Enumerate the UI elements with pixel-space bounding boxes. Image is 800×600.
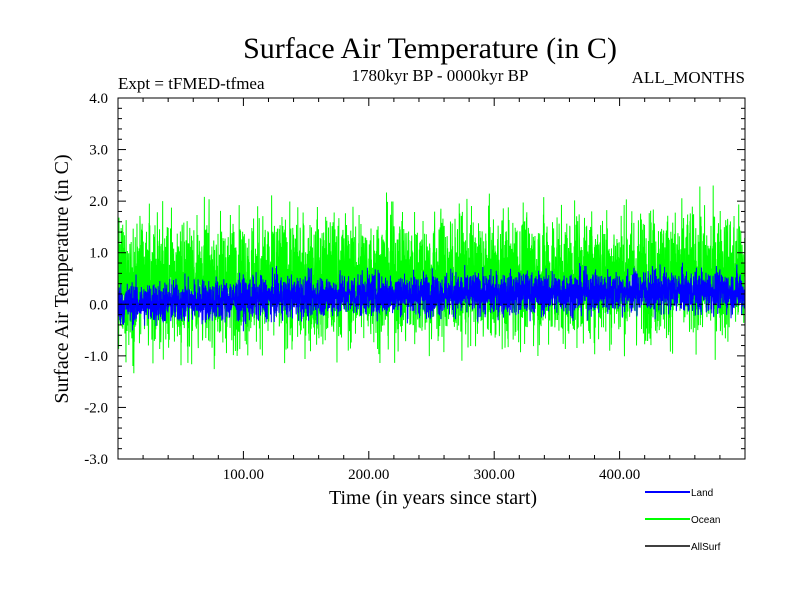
x-tick-label: 400.00: [599, 467, 640, 483]
land-series-line: [117, 185, 746, 374]
experiment-label: Expt = tFMED-tfmea: [118, 74, 265, 93]
y-tick-label: -3.0: [84, 452, 108, 468]
y-tick-label: 0.0: [89, 297, 108, 313]
x-axis-label: Time (in years since start): [329, 487, 537, 509]
time-range-label: 1780kyr BP - 0000kyr BP: [352, 66, 529, 85]
y-tick-label: -1.0: [84, 349, 108, 365]
y-tick-label: -2.0: [84, 400, 108, 416]
x-tick-label: 300.00: [474, 467, 515, 483]
ocean-series-line: [117, 262, 746, 332]
y-tick-label: 4.0: [89, 91, 108, 107]
months-label: ALL_MONTHS: [632, 68, 745, 87]
legend-allsurf-label: AllSurf: [691, 542, 721, 553]
legend-ocean-label: Land: [691, 488, 713, 499]
y-tick-label: 2.0: [89, 194, 108, 210]
legend: Land Ocean AllSurf: [645, 488, 721, 553]
x-tick-label: 200.00: [348, 467, 389, 483]
axis-ticks-group: -3.0 -2.0 -1.0 0.0 1.0 2.0 3.0 4.0 100.00 200.00 3…: [84, 91, 745, 483]
y-tick-label: 1.0: [89, 246, 108, 262]
plot-frame: [117, 97, 746, 460]
chart-title: Surface Air Temperature (in C): [243, 32, 617, 65]
y-tick-label: 3.0: [89, 143, 108, 159]
plot-series-group: [117, 185, 746, 374]
y-axis-label: Surface Air Temperature (in C): [51, 154, 73, 403]
x-tick-label: 100.00: [223, 467, 264, 483]
legend-land-label: Ocean: [691, 515, 720, 526]
